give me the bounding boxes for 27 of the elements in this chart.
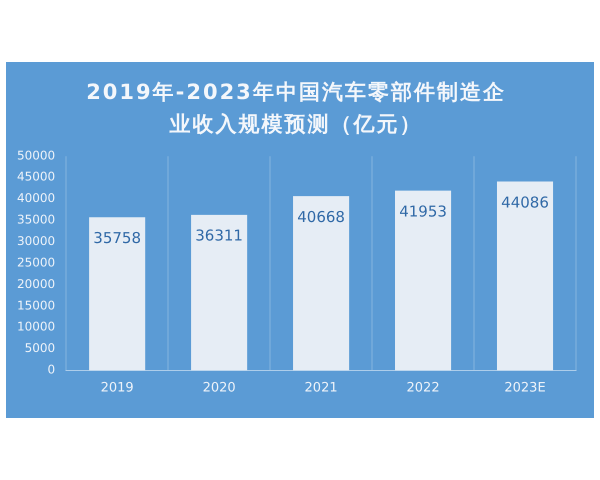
y-tick-label: 45000: [16, 170, 56, 184]
x-tick-label: 2020: [202, 380, 236, 396]
data-label: 40668: [297, 208, 345, 226]
y-tick-label: 50000: [16, 148, 56, 162]
y-tick-label: 40000: [16, 191, 56, 206]
data-label: 36311: [195, 226, 243, 245]
y-tick-label: 5000: [24, 341, 56, 356]
data-label: 35758: [93, 229, 142, 248]
chart-title: 2019年-2023年中国汽车零部件制造企业收入规模预测（亿元）: [85, 79, 507, 138]
bar: [293, 196, 350, 370]
x-tick-label: 2021: [304, 380, 338, 396]
y-tick-label: 25000: [16, 255, 56, 270]
data-label: 44086: [501, 193, 549, 212]
y-tick-label: 10000: [16, 320, 56, 334]
x-tick-label: 2023E: [504, 380, 546, 396]
x-tick-label: 2019: [100, 380, 134, 396]
y-tick-label: 20000: [16, 276, 56, 291]
data-label: 41953: [399, 202, 447, 221]
y-tick-label: 30000: [16, 234, 56, 248]
bar: [496, 182, 554, 370]
y-tick-label: 0: [48, 362, 56, 377]
bar: [395, 190, 452, 370]
bar: [191, 214, 248, 370]
bar: [89, 217, 146, 370]
x-tick-label: 2022: [406, 380, 440, 396]
y-tick-label: 35000: [16, 212, 56, 227]
y-tick-label: 15000: [16, 298, 56, 312]
